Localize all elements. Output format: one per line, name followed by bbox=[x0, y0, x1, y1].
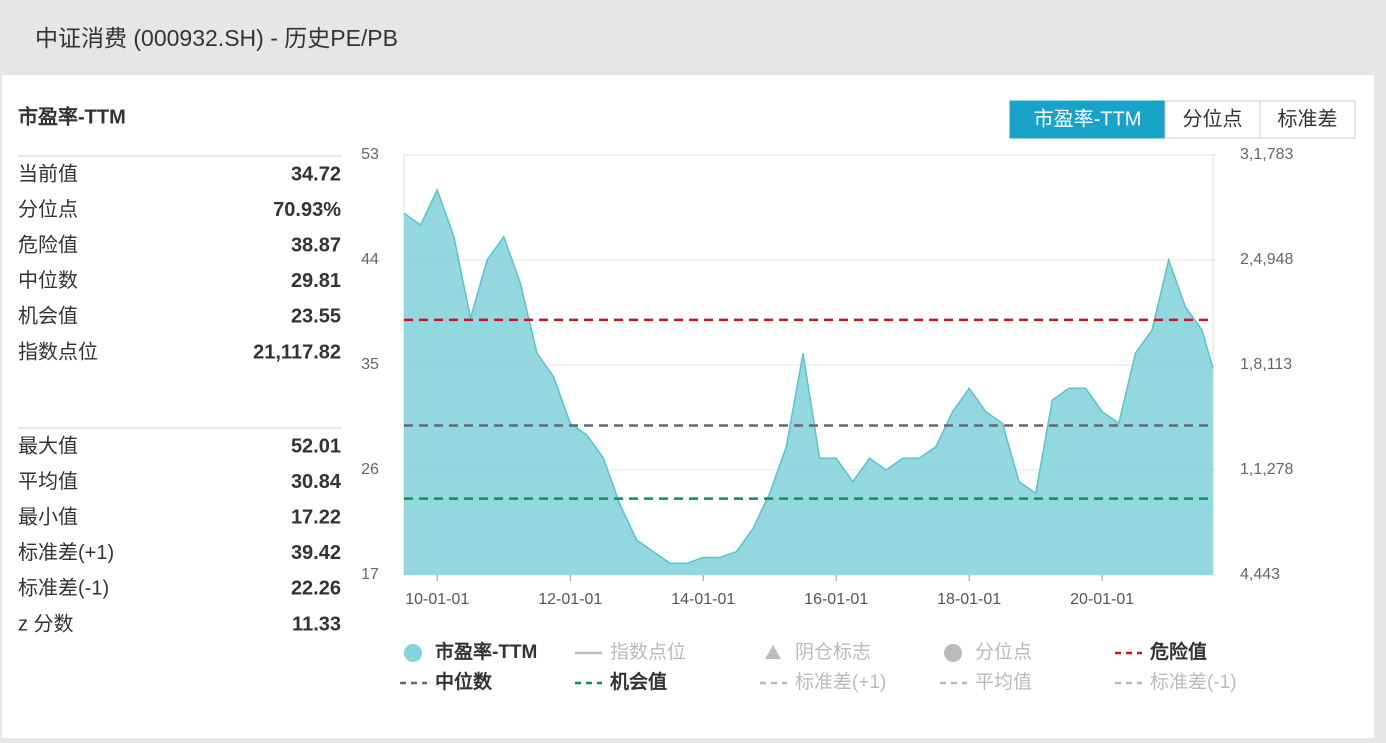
tab-label[interactable]: 标准差 bbox=[1278, 107, 1338, 130]
stat-value: 21,117.82 bbox=[253, 341, 341, 363]
stat-label: 指数点位 bbox=[18, 340, 98, 363]
legend-symbol[interactable] bbox=[765, 645, 781, 659]
y-tick-label: 26 bbox=[361, 461, 379, 478]
stat-label: 当前值 bbox=[18, 162, 78, 185]
x-tick-label: 20-01-01 bbox=[1070, 591, 1134, 608]
stat-label: 机会值 bbox=[18, 305, 78, 328]
y2-tick-label: 4,443 bbox=[1240, 566, 1280, 583]
y-tick-label: 17 bbox=[361, 566, 379, 583]
legend-label[interactable]: 阴仓标志 bbox=[795, 641, 871, 663]
series-line bbox=[403, 188, 1214, 565]
legend-label[interactable]: 分位点 bbox=[975, 641, 1032, 663]
y2-tick-label: 1,1,278 bbox=[1240, 461, 1293, 478]
stat-value: 29.81 bbox=[291, 270, 341, 292]
legend-label[interactable]: 市盈率-TTM bbox=[435, 640, 537, 663]
stat-label: 最小值 bbox=[18, 505, 78, 528]
stat-label: 分位点 bbox=[18, 198, 78, 221]
tab-label[interactable]: 分位点 bbox=[1183, 107, 1243, 130]
stat-value: 52.01 bbox=[291, 435, 341, 457]
legend-symbol[interactable] bbox=[944, 644, 962, 662]
tab-label[interactable]: 市盈率-TTM bbox=[1034, 107, 1142, 130]
y-tick-label: 44 bbox=[361, 251, 379, 268]
y2-tick-label: 2,4,948 bbox=[1240, 251, 1293, 268]
stat-value: 11.33 bbox=[292, 613, 341, 635]
stat-label: 标准差(-1) bbox=[18, 577, 109, 600]
y2-tick-label: 1,8,113 bbox=[1240, 356, 1292, 373]
y-tick-label: 53 bbox=[361, 146, 379, 163]
stat-label: z 分数 bbox=[18, 612, 74, 635]
stat-value: 34.72 bbox=[291, 163, 341, 185]
stat-value: 22.26 bbox=[291, 578, 341, 600]
area-fill bbox=[404, 190, 1213, 575]
stat-label: 最大值 bbox=[18, 434, 78, 457]
x-tick-label: 12-01-01 bbox=[538, 591, 602, 608]
x-tick-label: 10-01-01 bbox=[405, 591, 469, 608]
y2-tick-label: 3,1,783 bbox=[1240, 146, 1293, 163]
x-tick-label: 16-01-01 bbox=[804, 591, 868, 608]
y-tick-label: 35 bbox=[361, 356, 379, 373]
x-tick-label: 18-01-01 bbox=[937, 591, 1001, 608]
tab[interactable] bbox=[1009, 100, 1166, 139]
stat-value: 38.87 bbox=[291, 234, 341, 256]
legend-symbol[interactable] bbox=[404, 644, 422, 662]
stat-label: 平均值 bbox=[18, 470, 78, 493]
stat-value: 70.93% bbox=[273, 199, 341, 221]
tab[interactable] bbox=[1259, 100, 1356, 139]
legend-label[interactable]: 机会值 bbox=[610, 670, 667, 693]
legend-label[interactable]: 标准差(-1) bbox=[1150, 671, 1237, 693]
panel-title: 市盈率-TTM bbox=[18, 104, 126, 128]
legend-label[interactable]: 危险值 bbox=[1150, 640, 1207, 663]
x-tick-label: 14-01-01 bbox=[671, 591, 735, 608]
legend-label[interactable]: 指数点位 bbox=[610, 641, 686, 663]
legend-label[interactable]: 中位数 bbox=[435, 670, 493, 693]
stat-label: 标准差(+1) bbox=[18, 541, 114, 564]
stat-value: 17.22 bbox=[291, 506, 341, 528]
stat-label: 中位数 bbox=[18, 269, 78, 292]
page-title: 中证消费 (000932.SH) - 历史PE/PB bbox=[35, 25, 398, 51]
legend-label[interactable]: 平均值 bbox=[975, 671, 1032, 693]
legend-label[interactable]: 标准差(+1) bbox=[795, 671, 886, 693]
stat-label: 危险值 bbox=[18, 233, 78, 256]
stat-value: 23.55 bbox=[291, 306, 341, 328]
stat-value: 39.42 bbox=[291, 542, 341, 564]
stat-value: 30.84 bbox=[291, 471, 342, 493]
